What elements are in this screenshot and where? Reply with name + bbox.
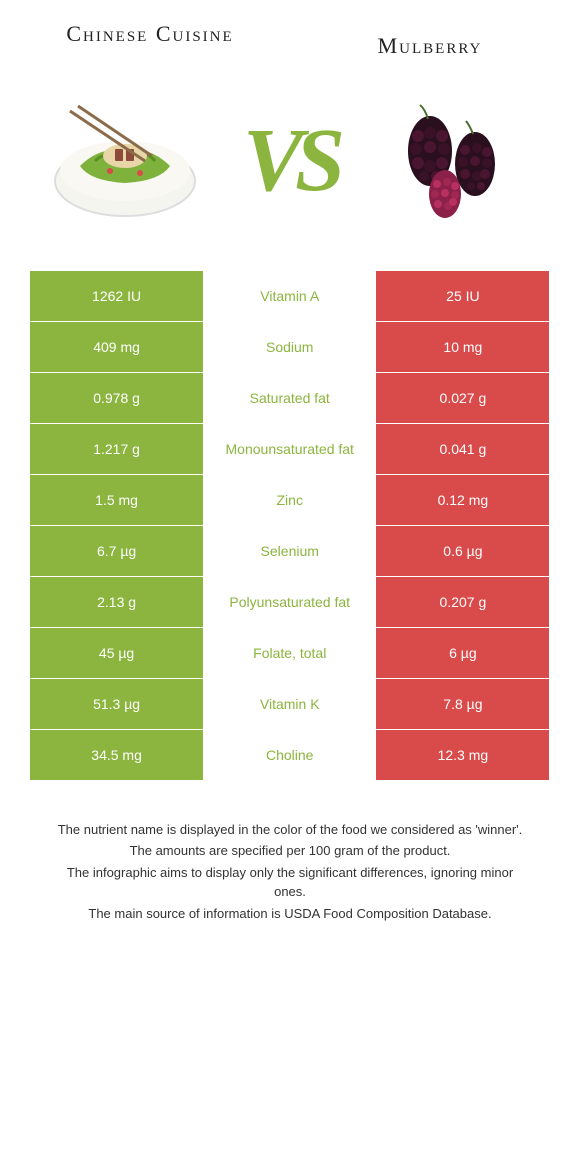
right-value-cell: 25 IU: [376, 271, 549, 321]
right-value-cell: 0.12 mg: [376, 475, 549, 525]
right-value-cell: 0.6 µg: [376, 526, 549, 576]
footer-line: The infographic aims to display only the…: [50, 863, 530, 902]
left-value-cell: 409 mg: [30, 322, 203, 372]
nutrient-label-cell: Vitamin K: [203, 679, 376, 729]
nutrient-label-cell: Polyunsaturated fat: [203, 577, 376, 627]
left-value-cell: 45 µg: [30, 628, 203, 678]
right-value-cell: 0.041 g: [376, 424, 549, 474]
right-value-cell: 0.207 g: [376, 577, 549, 627]
comparison-table: 1262 IUVitamin A25 IU409 mgSodium10 mg0.…: [30, 271, 550, 780]
nutrient-label-cell: Selenium: [203, 526, 376, 576]
table-row: 1.217 gMonounsaturated fat0.041 g: [30, 424, 550, 474]
nutrient-label-cell: Vitamin A: [203, 271, 376, 321]
left-value-cell: 2.13 g: [30, 577, 203, 627]
left-food-title: Chinese Cuisine: [50, 20, 250, 49]
table-row: 0.978 gSaturated fat0.027 g: [30, 373, 550, 423]
left-value-cell: 1262 IU: [30, 271, 203, 321]
right-food-image: [370, 91, 540, 231]
table-row: 34.5 mgCholine12.3 mg: [30, 730, 550, 780]
left-value-cell: 1.217 g: [30, 424, 203, 474]
table-row: 45 µgFolate, total6 µg: [30, 628, 550, 678]
left-value-cell: 34.5 mg: [30, 730, 203, 780]
table-row: 51.3 µgVitamin K7.8 µg: [30, 679, 550, 729]
footer-line: The amounts are specified per 100 gram o…: [50, 841, 530, 861]
left-value-cell: 51.3 µg: [30, 679, 203, 729]
nutrient-label-cell: Saturated fat: [203, 373, 376, 423]
left-value-cell: 6.7 µg: [30, 526, 203, 576]
nutrient-label-cell: Choline: [203, 730, 376, 780]
left-food-image: [40, 91, 210, 231]
table-row: 1.5 mgZinc0.12 mg: [30, 475, 550, 525]
table-row: 409 mgSodium10 mg: [30, 322, 550, 372]
right-value-cell: 12.3 mg: [376, 730, 549, 780]
images-row: VS: [30, 91, 550, 231]
footer-line: The main source of information is USDA F…: [50, 904, 530, 924]
nutrient-label-cell: Monounsaturated fat: [203, 424, 376, 474]
nutrient-label-cell: Folate, total: [203, 628, 376, 678]
vs-label: VS: [243, 109, 337, 212]
nutrient-label-cell: Zinc: [203, 475, 376, 525]
right-food-title: Mulberry: [330, 20, 530, 61]
right-value-cell: 6 µg: [376, 628, 549, 678]
table-row: 6.7 µgSelenium0.6 µg: [30, 526, 550, 576]
right-value-cell: 7.8 µg: [376, 679, 549, 729]
table-row: 2.13 gPolyunsaturated fat0.207 g: [30, 577, 550, 627]
footer-notes: The nutrient name is displayed in the co…: [30, 820, 550, 924]
right-value-cell: 0.027 g: [376, 373, 549, 423]
left-value-cell: 1.5 mg: [30, 475, 203, 525]
table-row: 1262 IUVitamin A25 IU: [30, 271, 550, 321]
header: Chinese Cuisine Mulberry: [30, 20, 550, 61]
footer-line: The nutrient name is displayed in the co…: [50, 820, 530, 840]
left-value-cell: 0.978 g: [30, 373, 203, 423]
nutrient-label-cell: Sodium: [203, 322, 376, 372]
right-value-cell: 10 mg: [376, 322, 549, 372]
